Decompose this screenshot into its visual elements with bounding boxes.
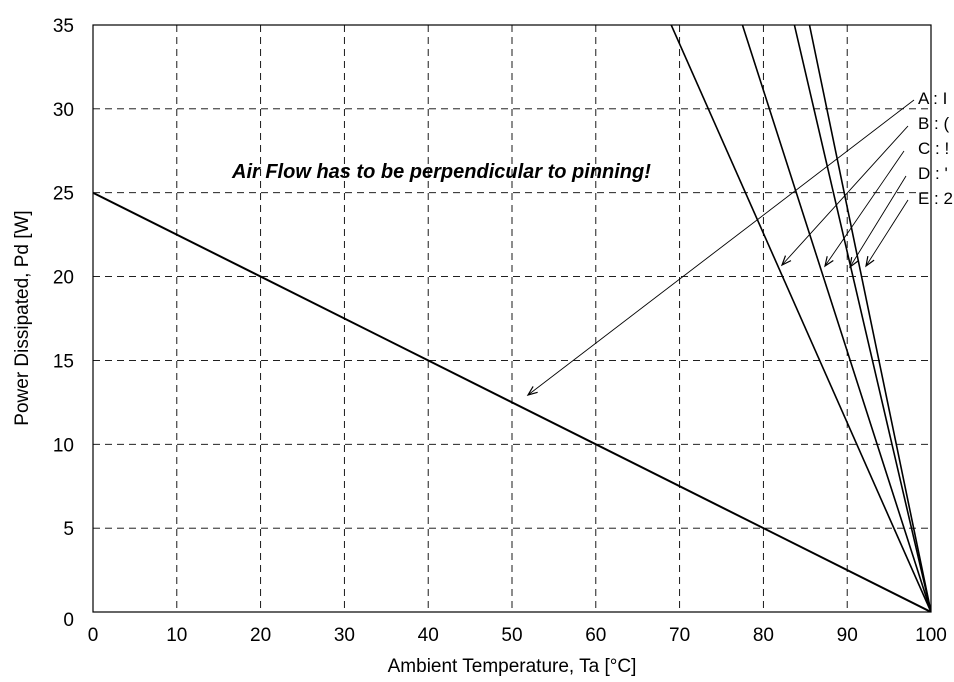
arrowhead-c [824, 256, 834, 268]
leader-line-e [865, 199, 909, 267]
legend-entry-c: C : ! [918, 139, 949, 158]
airflow-note: Air Flow has to be perpendicular to pinn… [231, 161, 651, 183]
series-line-a [93, 191, 931, 612]
leader-line-a [527, 99, 915, 396]
legend-entry-b: B : ( [918, 114, 950, 133]
x-tick-label: 50 [501, 625, 522, 646]
arrowhead-a [526, 386, 538, 396]
y-tick-label: 15 [53, 351, 74, 372]
series-line-e [808, 25, 931, 612]
y-tick-label: 20 [53, 268, 74, 289]
legend-entry-e: E : 2 [918, 189, 953, 208]
plot-frame [92, 24, 932, 613]
leader-line-d [849, 175, 907, 268]
y-tick-label: 5 [63, 519, 74, 540]
tick-labels: 0 10 20 30 40 50 60 70 80 90 100 0 5 10 15 20 25 30 35 [53, 16, 947, 646]
arrowhead-d [849, 257, 859, 269]
series-line-b [670, 25, 931, 612]
x-tick-label: 60 [585, 625, 606, 646]
x-tick-label: 90 [837, 625, 858, 646]
x-tick-label: 80 [753, 625, 774, 646]
x-tick-label: 10 [166, 625, 187, 646]
legend-entry-a: A : I [918, 89, 947, 108]
x-tick-label: 100 [915, 625, 947, 646]
y-axis-title: Power Dissipated, Pd [W] [12, 210, 33, 425]
series-line-d [793, 25, 931, 612]
x-tick-label: 20 [250, 625, 271, 646]
series-line-c [741, 25, 931, 612]
y-tick-label: 30 [53, 100, 74, 121]
legend-entry-d: D : ' [918, 164, 948, 183]
x-tick-label: 70 [669, 625, 690, 646]
grid [93, 25, 931, 612]
x-axis-title: Ambient Temperature, Ta [°C] [388, 656, 637, 677]
y-tick-label: 25 [53, 184, 74, 205]
series-lines [93, 25, 931, 612]
leader-line-b [781, 125, 909, 266]
x-tick-label: 0 [88, 625, 99, 646]
y-tick-label: 10 [53, 435, 74, 456]
x-tick-label: 40 [418, 625, 439, 646]
leader-line-c [824, 150, 905, 267]
x-tick-label: 30 [334, 625, 355, 646]
arrowhead-b [780, 255, 792, 267]
y-tick-label: 35 [53, 16, 74, 37]
y-tick-label: 0 [63, 610, 74, 631]
legend: A : I B : ( C : ! D : ' E : 2 [918, 89, 953, 208]
annotations [526, 99, 915, 396]
arrowhead-e [865, 256, 875, 268]
